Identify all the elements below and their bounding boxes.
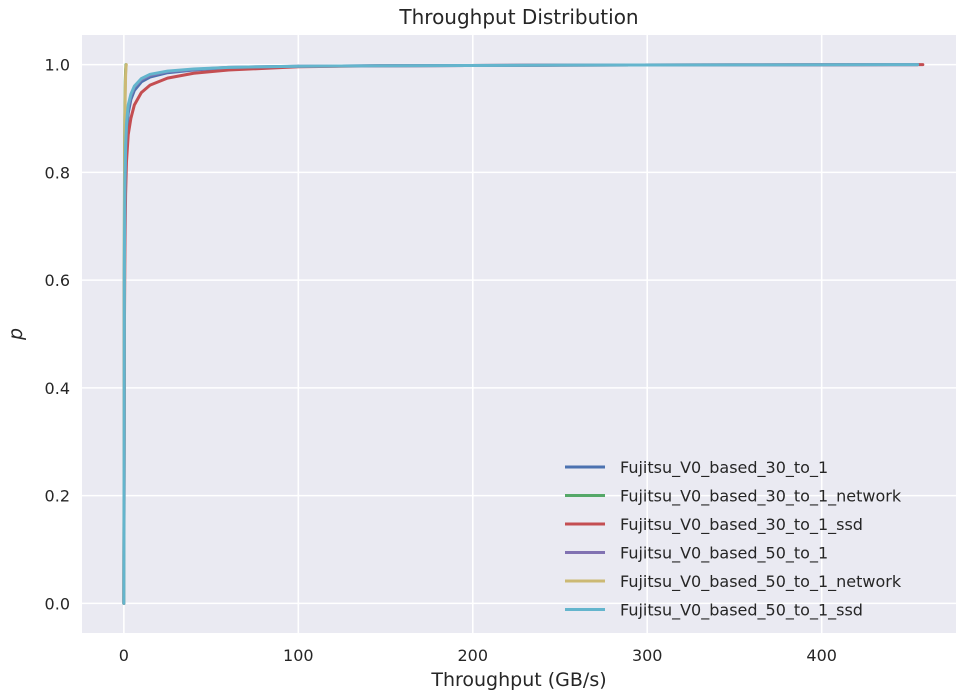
series-line-6: [122, 63, 920, 605]
y-tick-label: 0.2: [45, 487, 70, 506]
x-tick-label: 100: [283, 646, 314, 665]
plot-background: [82, 35, 956, 633]
legend-label: Fujitsu_V0_based_50_to_1: [620, 544, 828, 564]
legend: Fujitsu_V0_based_30_to_1 Fujitsu_V0_based…: [565, 458, 902, 621]
x-tick-label: 0: [119, 646, 129, 665]
y-tick-label: 0.8: [45, 163, 70, 182]
x-axis-label: Throughput (GB/s): [430, 669, 606, 691]
legend-label: Fujitsu_V0_based_30_to_1_network: [620, 487, 902, 507]
y-axis-label: p: [5, 328, 27, 341]
x-tick-label: 200: [457, 646, 488, 665]
y-tick-label: 0.0: [45, 594, 70, 613]
y-tick-label: 0.4: [45, 379, 70, 398]
series-lines: [122, 63, 925, 605]
y-tick-labels: 0.0 0.2 0.4 0.6 0.8 1.0: [45, 56, 70, 614]
legend-label: Fujitsu_V0_based_30_to_1_ssd: [620, 515, 863, 535]
legend-label: Fujitsu_V0_based_30_to_1: [620, 458, 828, 478]
legend-label: Fujitsu_V0_based_50_to_1_network: [620, 572, 902, 592]
y-tick-label: 1.0: [45, 56, 70, 75]
chart-title: Throughput Distribution: [398, 5, 638, 29]
x-tick-label: 300: [632, 646, 663, 665]
y-tick-label: 0.6: [45, 271, 70, 290]
x-tick-label: 400: [806, 646, 837, 665]
legend-label: Fujitsu_V0_based_50_to_1_ssd: [620, 601, 863, 621]
x-tick-labels: 0 100 200 300 400: [119, 646, 837, 665]
